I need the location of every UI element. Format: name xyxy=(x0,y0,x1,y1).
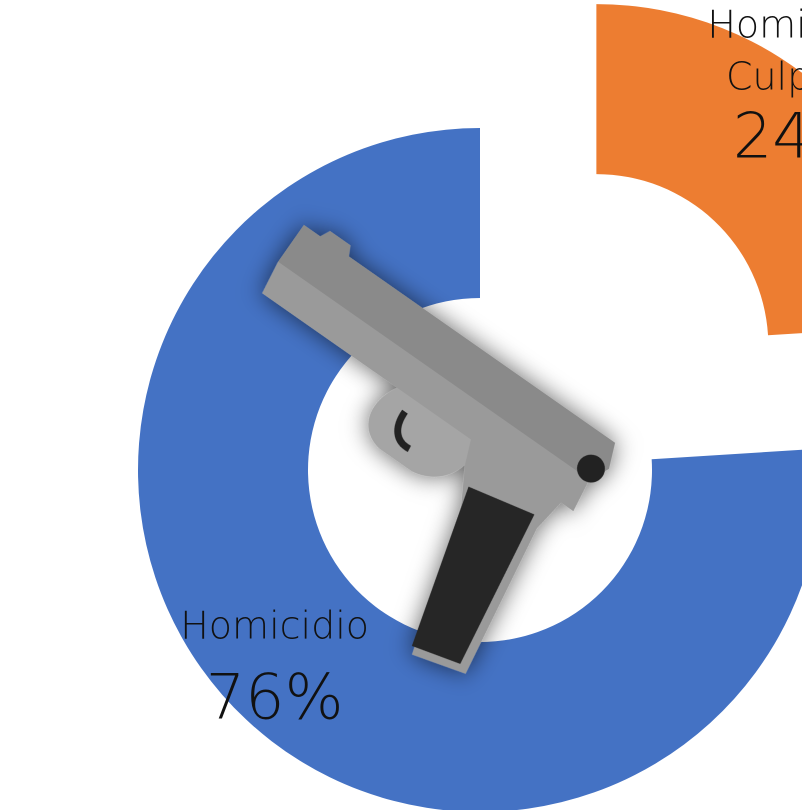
category-label-line: Homicidio xyxy=(707,2,802,46)
category-label-line: Homicidio xyxy=(180,604,369,648)
value-label: 76% xyxy=(206,661,344,734)
value-label: 24% xyxy=(733,99,802,172)
category-label-line: Culposo xyxy=(726,54,802,98)
category-label: Homicidio xyxy=(180,604,369,648)
chart: Homicidio Culposo24% Homicidio 76% xyxy=(0,0,802,810)
